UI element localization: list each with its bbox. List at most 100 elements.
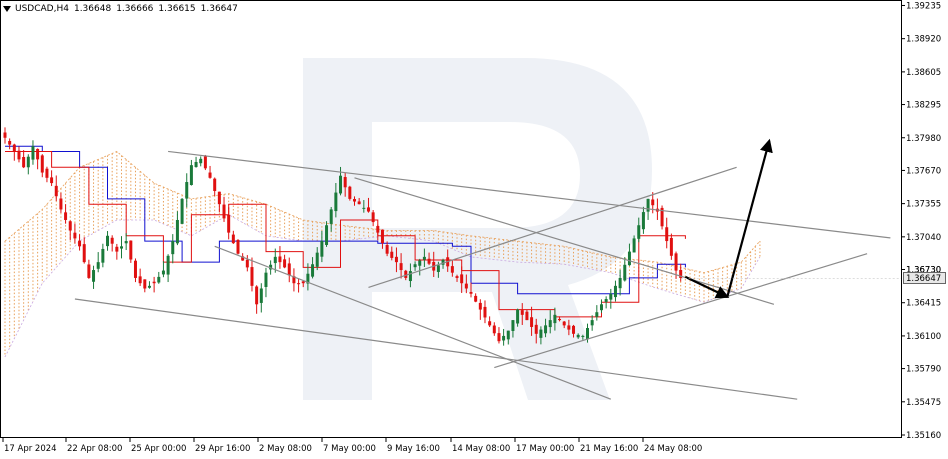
candle-body bbox=[576, 334, 580, 338]
candle-body bbox=[613, 285, 617, 298]
candle-body bbox=[120, 246, 123, 249]
candle-body bbox=[483, 306, 487, 318]
time-tick-label: 9 May 16:00 bbox=[387, 444, 440, 454]
forecast-arrow bbox=[684, 138, 773, 299]
candle-body bbox=[245, 259, 249, 268]
candle-body bbox=[530, 317, 534, 327]
price-tick-label: 1.38295 bbox=[906, 101, 941, 111]
candle-body bbox=[115, 246, 119, 252]
symbol-label: USDCAD,H4 bbox=[15, 4, 69, 14]
candle-body bbox=[22, 156, 26, 168]
candle-body bbox=[110, 237, 114, 244]
candle-body bbox=[3, 132, 7, 138]
candle-body bbox=[623, 264, 627, 281]
senkou-span-a bbox=[4, 151, 761, 274]
broker-logo-R-icon bbox=[303, 58, 652, 400]
candle-body bbox=[660, 207, 664, 227]
time-tick-label: 7 May 00:00 bbox=[323, 444, 376, 454]
trendlines[interactable] bbox=[74, 150, 891, 400]
dropdown-triangle-icon[interactable] bbox=[3, 6, 11, 12]
candle-body bbox=[595, 312, 599, 317]
candle-body bbox=[208, 172, 212, 178]
candle-body bbox=[469, 291, 473, 294]
candle-body bbox=[418, 260, 422, 266]
candle-body bbox=[236, 239, 240, 254]
forecast-arrow-down bbox=[684, 275, 730, 299]
candle-body bbox=[269, 264, 273, 270]
forecast-arrow-up bbox=[726, 138, 773, 298]
candle-body bbox=[264, 272, 268, 287]
candle-body bbox=[339, 175, 343, 194]
candle-body bbox=[82, 244, 86, 263]
candle-body bbox=[59, 198, 63, 210]
candle-body bbox=[8, 140, 12, 145]
candle-body bbox=[376, 226, 380, 233]
candle-body bbox=[194, 162, 198, 168]
candle-body bbox=[436, 265, 440, 272]
price-tick-label: 1.37670 bbox=[906, 166, 941, 176]
tenkan-line bbox=[5, 151, 686, 318]
candle-body bbox=[133, 260, 137, 278]
price-tick-label: 1.37040 bbox=[906, 233, 941, 243]
candle-body bbox=[474, 295, 478, 302]
candle-body bbox=[166, 255, 170, 275]
candle-body bbox=[390, 251, 394, 258]
candle-body bbox=[250, 267, 254, 286]
candle-body bbox=[273, 256, 277, 264]
candle-body bbox=[161, 270, 165, 275]
symbol-header[interactable]: USDCAD,H4 1.36648 1.36666 1.36615 1.3664… bbox=[3, 2, 243, 16]
time-axis[interactable]: 17 Apr 2024 22 Apr 08:00 25 Apr 00:00 29 Ap… bbox=[2, 438, 702, 454]
candle-body bbox=[292, 276, 296, 284]
trendline bbox=[494, 253, 868, 369]
candle-body bbox=[278, 256, 282, 263]
candle-body bbox=[78, 240, 82, 247]
candle-body bbox=[674, 253, 678, 271]
candle-body bbox=[353, 199, 356, 202]
low-value: 1.36615 bbox=[158, 4, 196, 14]
candle-body bbox=[394, 256, 398, 263]
candle-body bbox=[26, 156, 30, 168]
candle-body bbox=[441, 260, 445, 265]
open-value: 1.36648 bbox=[73, 4, 112, 14]
senkou-span-b bbox=[4, 214, 761, 358]
candle-body bbox=[520, 310, 524, 315]
candle-body bbox=[357, 201, 361, 205]
close-value: 1.36647 bbox=[200, 4, 238, 14]
candle-body bbox=[12, 144, 16, 152]
candle-body bbox=[129, 240, 133, 260]
trendline bbox=[74, 298, 798, 400]
candle-body bbox=[404, 270, 408, 278]
candle-body bbox=[413, 264, 417, 268]
candle-body bbox=[325, 225, 329, 245]
time-tick-label: 22 Apr 08:00 bbox=[67, 444, 122, 454]
price-tick-label: 1.36100 bbox=[906, 332, 941, 342]
candle-body bbox=[539, 329, 543, 338]
candle-body bbox=[73, 232, 77, 239]
current-price-tag: 1.36647 bbox=[903, 272, 946, 285]
price-tick-label: 1.38920 bbox=[906, 35, 941, 45]
candle-body bbox=[380, 229, 384, 244]
time-tick-label: 21 May 16:00 bbox=[580, 444, 638, 454]
candle-body bbox=[492, 325, 496, 334]
candle-body bbox=[525, 311, 529, 321]
candle-body bbox=[679, 269, 683, 278]
candle-body bbox=[227, 214, 231, 233]
candle-body bbox=[399, 263, 403, 271]
candle-body bbox=[427, 258, 431, 264]
price-axis[interactable]: 1.39235 1.38920 1.38605 1.38295 1.37980 1.376… bbox=[680, 1, 941, 441]
candle-body bbox=[320, 241, 324, 257]
price-tick-label: 1.39235 bbox=[906, 1, 941, 11]
candle-body bbox=[157, 276, 161, 283]
candle-body bbox=[488, 321, 492, 326]
candle-body bbox=[138, 276, 142, 284]
candle-body bbox=[362, 207, 366, 209]
candle-body bbox=[348, 186, 352, 199]
candle-body bbox=[199, 158, 203, 164]
candle-body bbox=[106, 235, 110, 247]
candle-body bbox=[572, 325, 576, 334]
time-tick-label: 24 May 08:00 bbox=[644, 444, 702, 454]
candle-body bbox=[311, 264, 315, 277]
candle-body bbox=[460, 274, 464, 284]
